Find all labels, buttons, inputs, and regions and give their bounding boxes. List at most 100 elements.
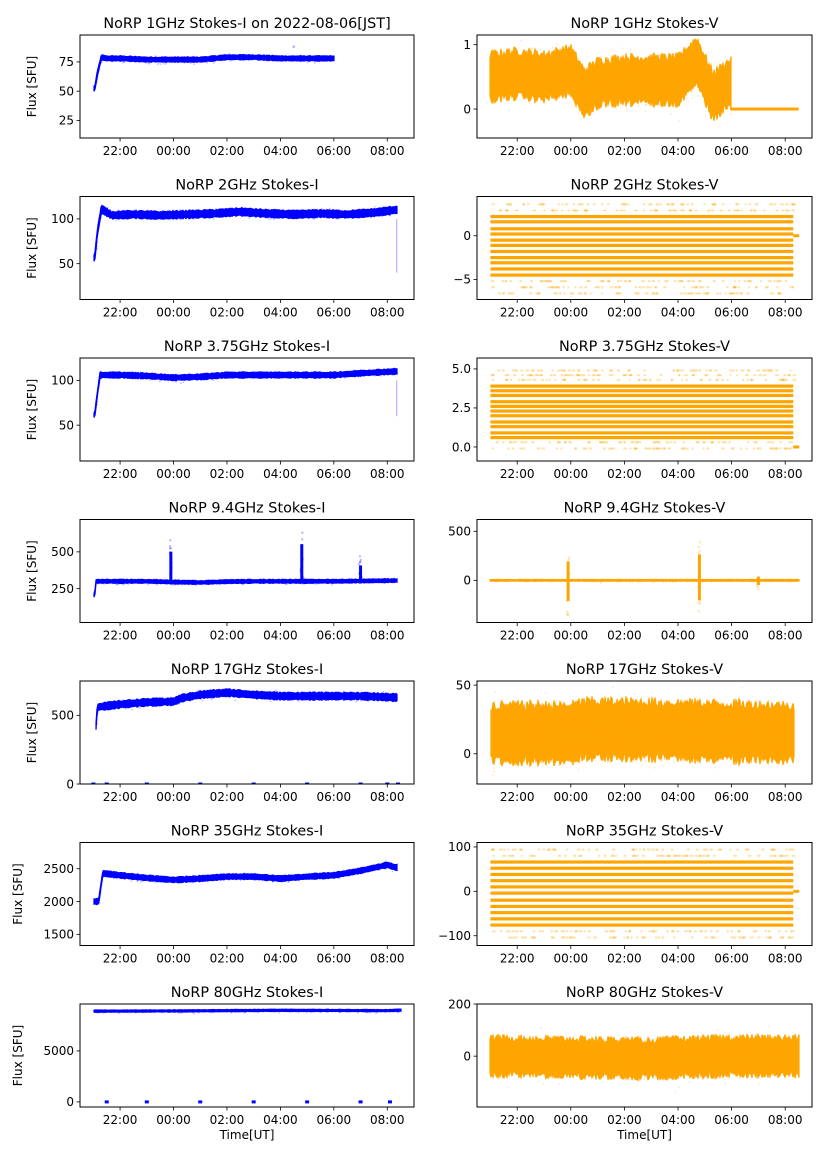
data-point xyxy=(120,580,123,583)
data-point xyxy=(597,374,602,377)
axes-frame xyxy=(476,34,813,139)
data-point xyxy=(188,582,191,585)
x-tick-label: 22:00 xyxy=(103,790,138,804)
data-point xyxy=(377,580,380,583)
data-point xyxy=(270,57,272,59)
data-series-band xyxy=(93,861,398,906)
x-tick-label: 04:00 xyxy=(661,952,696,966)
data-point xyxy=(337,375,340,377)
data-point xyxy=(729,713,732,716)
data-point xyxy=(291,582,293,585)
data-point xyxy=(603,209,606,212)
data-point xyxy=(552,580,555,582)
data-point xyxy=(276,60,279,62)
data-point xyxy=(369,374,372,377)
data-point xyxy=(249,56,252,59)
data-point xyxy=(382,690,384,693)
data-point xyxy=(679,1038,682,1040)
data-point xyxy=(385,373,387,375)
data-point xyxy=(164,214,166,217)
data-point xyxy=(95,901,97,903)
data-point xyxy=(328,876,330,878)
data-point xyxy=(612,936,615,939)
data-point xyxy=(674,580,676,583)
data-point xyxy=(695,209,698,212)
data-point xyxy=(546,717,548,720)
data-point xyxy=(588,749,591,751)
data-point xyxy=(179,699,181,701)
data-point xyxy=(229,214,232,216)
data-point xyxy=(648,930,652,933)
data-point xyxy=(777,747,780,749)
data-point xyxy=(356,696,359,699)
data-point xyxy=(362,697,364,700)
data-point xyxy=(653,292,655,295)
data-point xyxy=(787,209,790,212)
x-tick-label: 02:00 xyxy=(607,306,642,320)
data-point xyxy=(751,579,754,581)
data-point xyxy=(649,378,652,381)
data-point xyxy=(117,213,120,216)
data-point xyxy=(508,746,511,749)
data-point xyxy=(705,292,709,295)
data-point xyxy=(495,716,498,719)
data-point xyxy=(538,930,542,933)
data-zero-marker xyxy=(251,1100,256,1104)
data-point xyxy=(509,579,511,582)
data-point xyxy=(686,580,689,583)
data-point xyxy=(570,1073,572,1075)
data-point xyxy=(279,877,282,880)
data-point xyxy=(660,374,663,377)
data-point xyxy=(163,703,165,706)
data-point xyxy=(296,372,299,375)
data-point xyxy=(738,1039,740,1041)
data-point xyxy=(796,1043,799,1045)
data-point xyxy=(681,715,683,718)
data-point xyxy=(113,213,115,216)
data-point xyxy=(251,695,254,698)
data-point xyxy=(103,58,105,60)
data-point xyxy=(769,700,771,702)
data-point xyxy=(758,707,761,709)
data-point xyxy=(532,369,535,372)
data-point xyxy=(139,707,141,709)
panel-title: NoRP 2GHz Stokes-I xyxy=(175,178,318,194)
data-point xyxy=(149,60,152,63)
data-point xyxy=(509,292,513,295)
data-point xyxy=(688,280,691,283)
data-point xyxy=(216,58,219,61)
data-point xyxy=(536,447,541,450)
data-point xyxy=(189,581,191,584)
data-point xyxy=(157,63,159,65)
data-point xyxy=(246,58,249,61)
data-zero-marker xyxy=(144,782,149,784)
data-point xyxy=(662,65,665,68)
data-point xyxy=(245,58,247,61)
data-point xyxy=(491,848,495,851)
data-point xyxy=(681,203,685,206)
data-level-band xyxy=(490,885,794,889)
data-point xyxy=(177,1010,180,1013)
data-point xyxy=(178,580,181,582)
data-point xyxy=(276,56,279,58)
data-point xyxy=(597,85,600,87)
data-point xyxy=(601,292,604,295)
data-point xyxy=(732,706,735,708)
y-axis-label: Flux [SFU] xyxy=(25,379,39,440)
data-point xyxy=(520,286,523,289)
data-point xyxy=(309,581,312,584)
data-point xyxy=(225,55,227,57)
data-point xyxy=(655,69,657,72)
data-point xyxy=(682,854,686,857)
data-point xyxy=(377,866,380,869)
data-point xyxy=(386,210,388,212)
data-point xyxy=(724,1082,727,1085)
data-point xyxy=(550,579,552,581)
data-point xyxy=(180,583,183,586)
data-point xyxy=(498,727,501,730)
x-tick-label: 06:00 xyxy=(714,467,749,481)
data-point xyxy=(626,580,628,583)
panel-title: NoRP 3.75GHz Stokes-I xyxy=(164,339,330,355)
data-point xyxy=(298,213,301,215)
data-point xyxy=(106,580,109,582)
